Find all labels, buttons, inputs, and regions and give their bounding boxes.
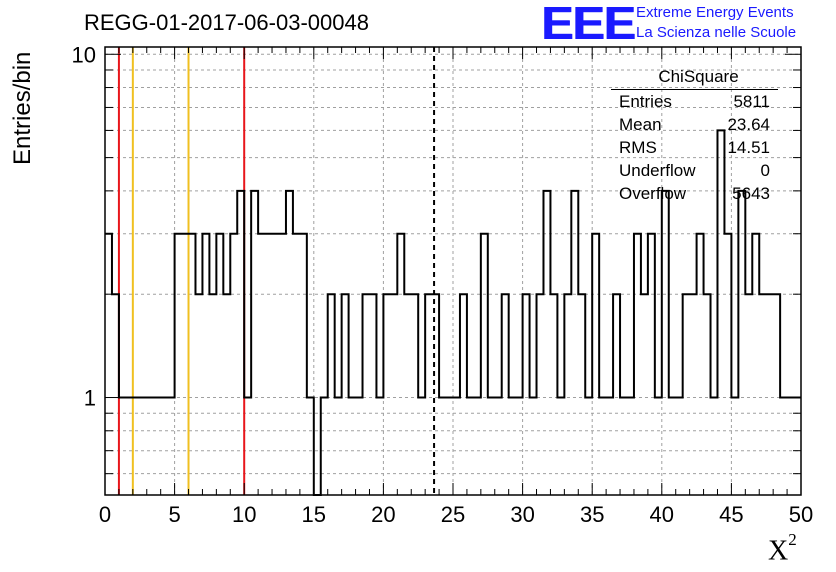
x-tick-label: 25 <box>441 502 465 527</box>
stats-value: 5643 <box>732 184 770 203</box>
y-tick-label: 1 <box>84 386 96 411</box>
x-axis-title: X2 <box>768 530 797 567</box>
x-tick-label: 30 <box>510 502 534 527</box>
stats-label: Overflow <box>619 184 687 203</box>
x-tick-label: 50 <box>789 502 813 527</box>
eee-logo: EEE <box>541 0 636 49</box>
stats-row-overflow: Overflow 5643 <box>610 182 778 205</box>
x-tick-label: 40 <box>650 502 674 527</box>
y-tick-label: 10 <box>72 42 96 67</box>
stats-value: 14.51 <box>727 138 770 157</box>
x-tick-label: 35 <box>580 502 604 527</box>
stats-label: RMS <box>619 138 657 157</box>
tick-labels: 0 5 10 15 20 25 30 35 40 45 50 1 10 <box>72 42 814 527</box>
stats-label: Underflow <box>619 161 696 180</box>
stats-value: 0 <box>760 161 770 180</box>
stats-row-underflow: Underflow 0 <box>610 159 778 182</box>
x-tick-label: 15 <box>302 502 326 527</box>
stats-box: ChiSquare Entries 5811 Mean 23.64 RMS 14… <box>610 66 778 205</box>
logo-line-1: Extreme Energy Events <box>636 4 794 21</box>
stats-value: 5811 <box>733 92 770 111</box>
x-tick-label: 5 <box>168 502 180 527</box>
x-axis-title-base: X <box>768 535 789 567</box>
stats-value: 23.64 <box>727 115 770 134</box>
stats-label: Mean <box>619 115 662 134</box>
y-axis-title: Entries/bin <box>9 51 36 165</box>
reference-lines <box>117 47 436 495</box>
chart-title: REGG-01-2017-06-03-00048 <box>84 10 369 35</box>
x-tick-label: 10 <box>232 502 256 527</box>
x-tick-label: 0 <box>99 502 111 527</box>
histogram-series <box>105 129 801 496</box>
axis-ticks <box>104 47 802 495</box>
grid-lines <box>105 47 801 495</box>
stats-label: Entries <box>619 92 672 111</box>
stats-row-entries: Entries 5811 <box>610 90 778 113</box>
stats-title: ChiSquare <box>611 66 778 90</box>
stats-row-rms: RMS 14.51 <box>610 136 778 159</box>
x-axis-title-superscript: 2 <box>788 530 797 549</box>
x-tick-label: 20 <box>371 502 395 527</box>
x-tick-label: 45 <box>719 502 743 527</box>
logo-line-2: La Scienza nelle Scuole <box>636 24 797 41</box>
stats-row-mean: Mean 23.64 <box>610 113 778 136</box>
